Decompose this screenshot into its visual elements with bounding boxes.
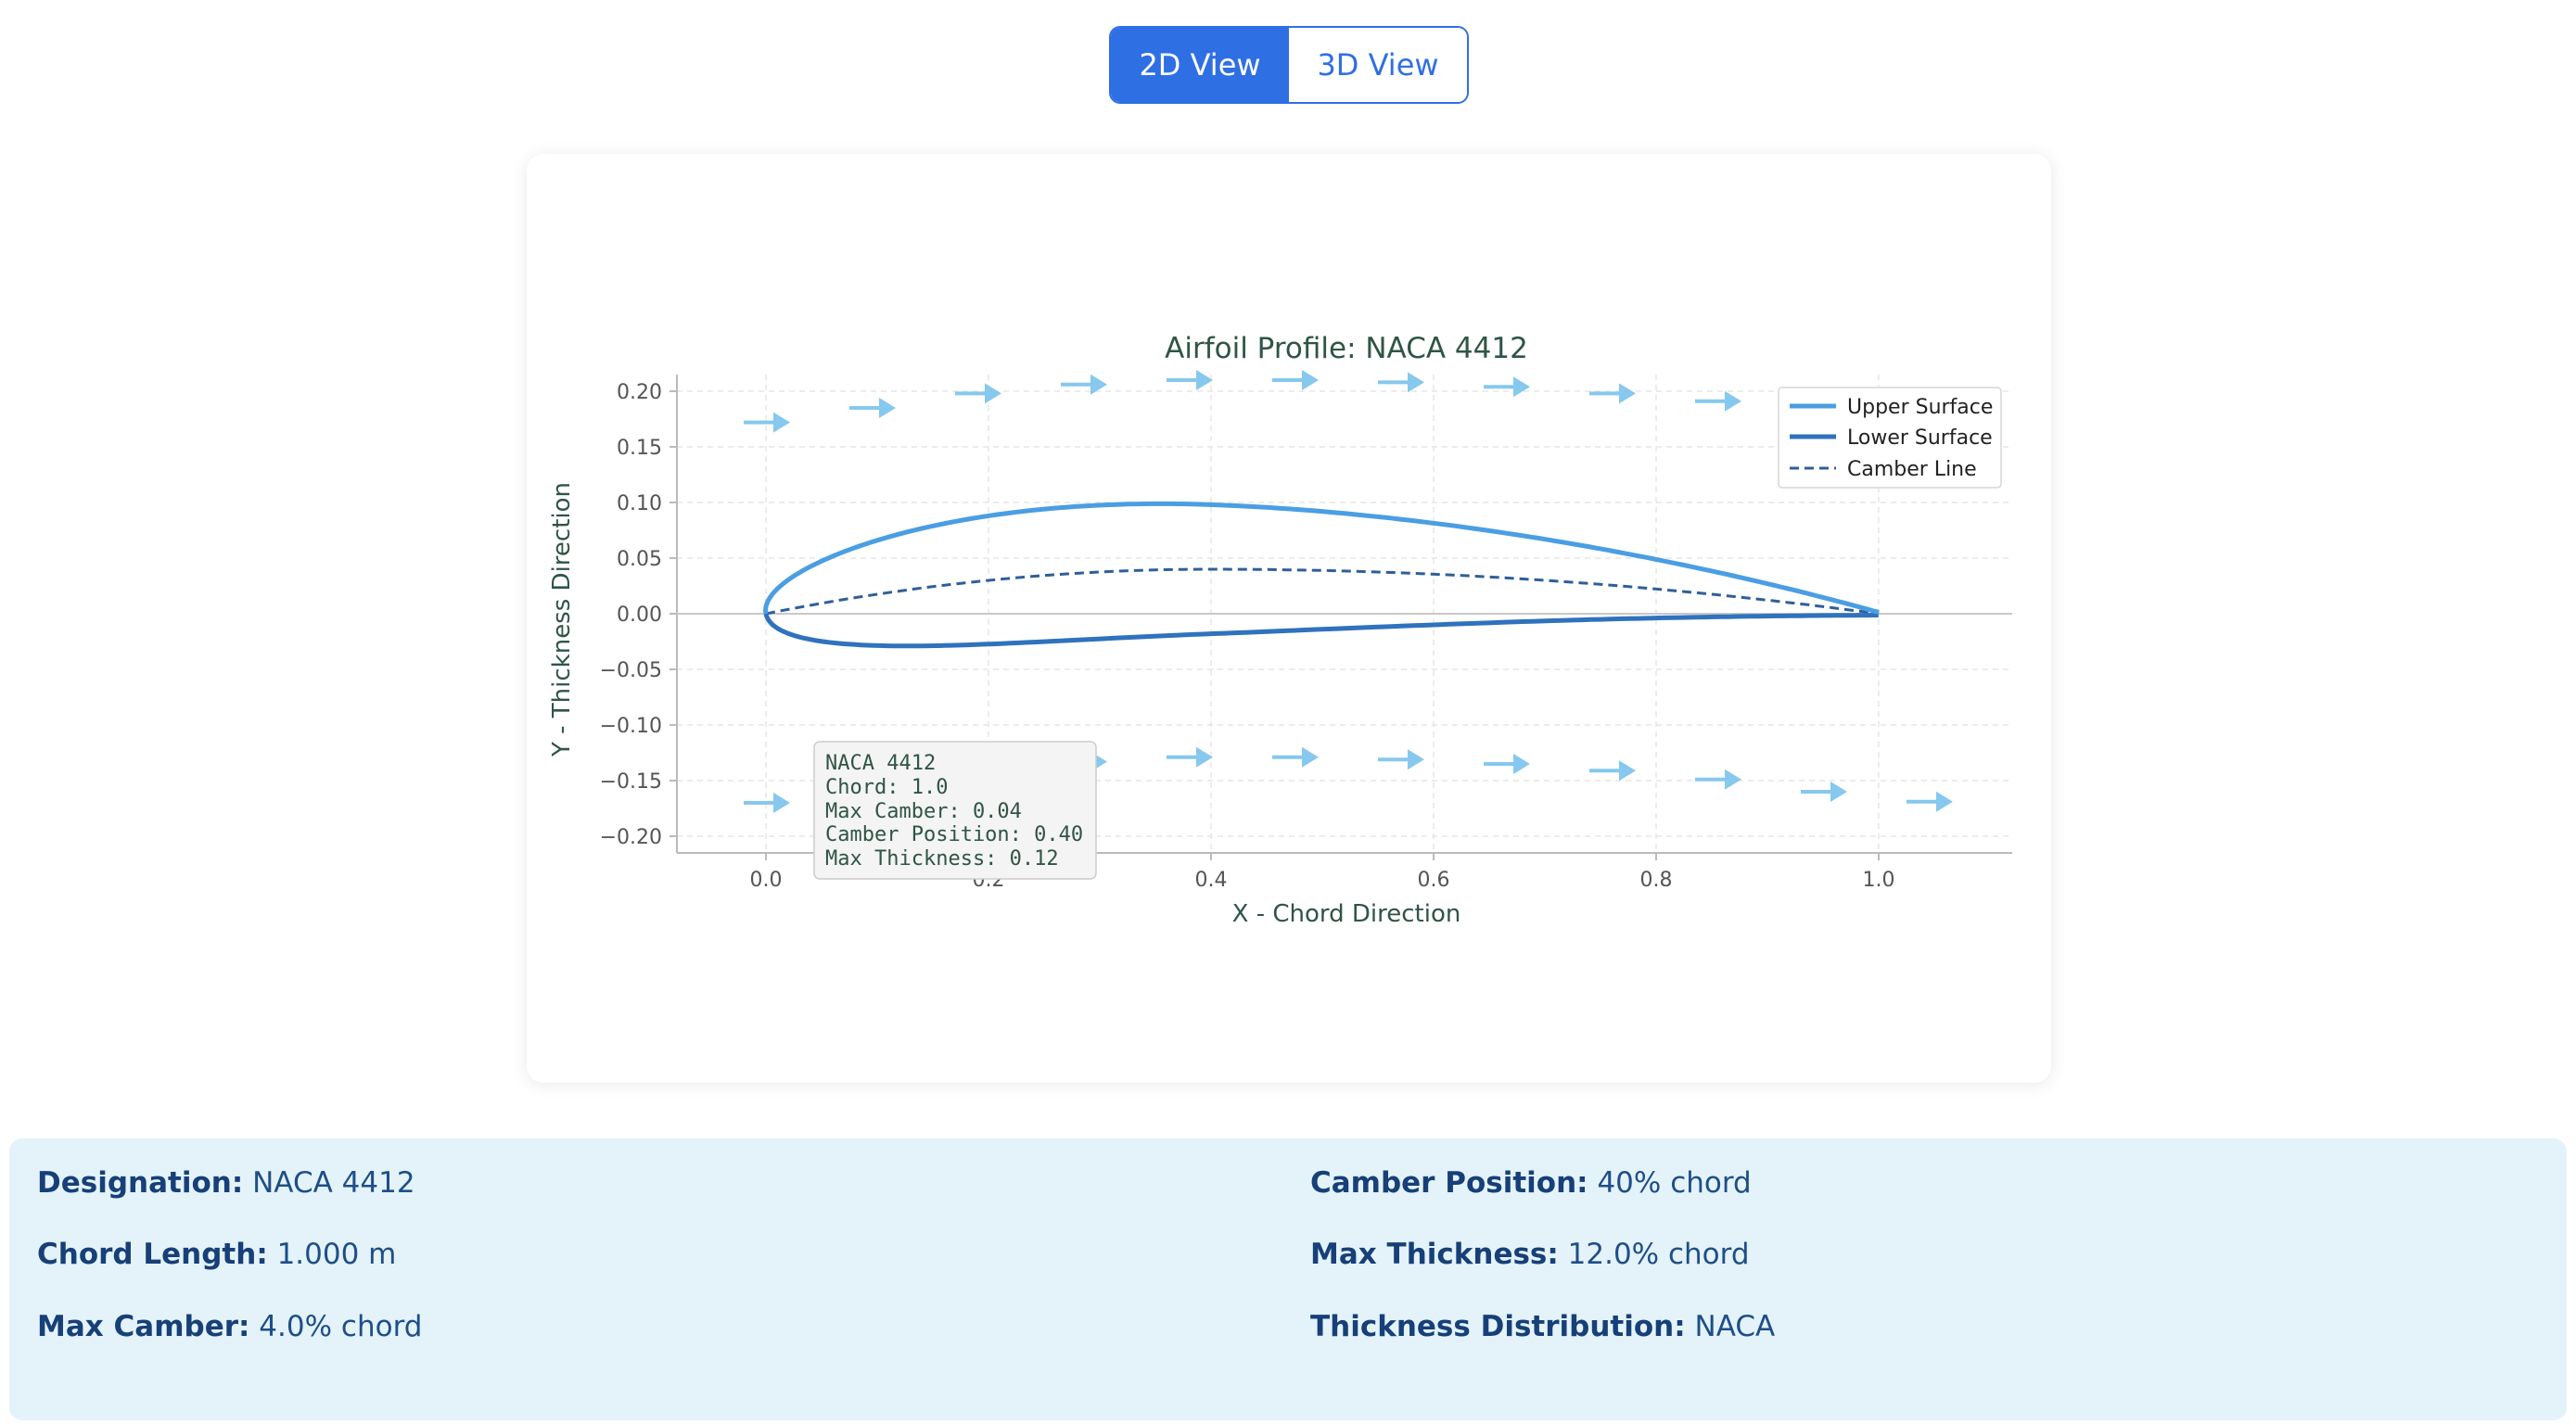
flow-arrow: [1906, 791, 1953, 812]
arrow-head: [1408, 372, 1424, 393]
flow-arrow: [1589, 383, 1636, 404]
max-thickness-label: Max Thickness:: [1310, 1238, 1559, 1271]
arrow-head: [1619, 383, 1636, 404]
camber-position-label: Camber Position:: [1310, 1166, 1588, 1200]
legend-label-upper: Upper Surface: [1847, 396, 1993, 419]
x-tick-label: 1.0: [1863, 869, 1895, 892]
y-tick-label: −0.20: [600, 826, 662, 849]
x-tick-label: 0.4: [1195, 869, 1228, 892]
chord-length-label: Chord Length:: [37, 1238, 268, 1271]
flow-arrow: [1484, 376, 1530, 398]
max-thickness-row: Max Thickness: 12.0% chord: [1310, 1238, 1750, 1271]
airfoil-properties-panel: Designation: NACA 4412 Chord Length: 1.0…: [9, 1138, 2567, 1420]
tick-labels: 0.0 0.2 0.4 0.6 0.8 1.00.200.150.100.050.00−0…: [600, 381, 1895, 892]
arrow-head: [1196, 370, 1213, 390]
flow-arrow: [1589, 760, 1636, 782]
flow-arrow: [744, 412, 790, 433]
chart-title: Airfoil Profile: NACA 4412: [1165, 332, 1528, 365]
thickness-distribution-label: Thickness Distribution:: [1310, 1310, 1686, 1343]
info-line: Max Thickness: 0.12: [825, 847, 1059, 871]
max-camber-value: 4.0% chord: [259, 1310, 423, 1343]
chord-length-row: Chord Length: 1.000 m: [37, 1238, 396, 1271]
arrow-head: [879, 398, 896, 418]
arrow-head: [1302, 746, 1319, 768]
x-tick-label: 0.8: [1640, 869, 1673, 892]
flow-arrow: [1378, 372, 1424, 393]
legend: Upper Surface Lower Surface Camber Line: [1778, 387, 2002, 489]
flow-arrow: [955, 383, 1001, 404]
y-tick-label: −0.10: [600, 715, 662, 738]
legend-label-lower: Lower Surface: [1847, 426, 1993, 450]
y-tick-label: −0.15: [600, 770, 662, 794]
view-toggle: 2D View 3D View: [1109, 26, 1469, 104]
y-axis-label: Y - Thickness Direction: [548, 482, 576, 757]
arrow-head: [1090, 374, 1107, 395]
info-box: NACA 4412 Chord: 1.0 Max Camber: 0.04 Ca…: [813, 741, 1097, 880]
max-camber-label: Max Camber:: [37, 1310, 250, 1343]
info-line: Camber Position: 0.40: [825, 823, 1083, 846]
y-tick-label: 0.00: [617, 604, 662, 627]
thickness-distribution-value: NACA: [1694, 1310, 1776, 1343]
flow-arrow: [1801, 782, 1847, 802]
camber-line: [765, 567, 1880, 616]
arrow-head: [1725, 390, 1741, 412]
y-tick-label: 0.10: [617, 492, 662, 515]
info-line: Chord: 1.0: [825, 776, 948, 799]
arrow-head: [1302, 370, 1319, 390]
flow-arrow: [1378, 749, 1424, 770]
arrow-head: [1619, 760, 1636, 782]
flow-arrow: [1061, 374, 1107, 395]
arrow-head: [1513, 376, 1530, 398]
flow-arrow: [1484, 754, 1530, 774]
flow-arrow: [744, 793, 790, 813]
arrow-head: [1513, 754, 1530, 774]
thickness-distribution-row: Thickness Distribution: NACA: [1310, 1310, 1775, 1343]
flow-arrow: [1695, 390, 1741, 412]
x-tick-label: 0.0: [750, 869, 783, 892]
arrow-head: [773, 793, 790, 813]
y-tick-label: 0.15: [617, 437, 662, 460]
designation-label: Designation:: [37, 1166, 244, 1200]
arrow-head: [1725, 769, 1741, 790]
arrow-head: [1830, 782, 1847, 802]
designation-row: Designation: NACA 4412: [37, 1166, 415, 1200]
arrow-head: [1936, 791, 1953, 812]
flow-arrow: [1272, 746, 1319, 768]
x-tick-label: 0.6: [1418, 869, 1450, 892]
arrow-head: [1408, 749, 1424, 770]
max-camber-row: Max Camber: 4.0% chord: [37, 1310, 422, 1343]
chord-length-value: 1.000 m: [276, 1238, 397, 1271]
info-line: NACA 4412: [825, 752, 936, 775]
airfoil-chart: 0.0 0.2 0.4 0.6 0.8 1.00.200.150.100.050.00−0…: [548, 332, 2012, 928]
legend-label-camber: Camber Line: [1847, 458, 1977, 481]
view-3d-button[interactable]: 3D View: [1289, 28, 1467, 102]
x-axis-label: X - Chord Direction: [1232, 900, 1461, 928]
info-line: Max Camber: 0.04: [825, 800, 1022, 823]
y-tick-label: 0.05: [617, 548, 662, 571]
view-2d-button[interactable]: 2D View: [1111, 28, 1289, 102]
arrow-head: [1196, 746, 1213, 768]
lower-surface-line: [763, 613, 1881, 649]
y-tick-label: 0.20: [617, 381, 662, 404]
flow-arrow: [1695, 769, 1741, 790]
camber-position-row: Camber Position: 40% chord: [1310, 1166, 1752, 1200]
plot-card: 0.0 0.2 0.4 0.6 0.8 1.0 0.20 0.15 0.10 0.05 0.00 −0…: [527, 154, 2051, 1083]
flow-arrow: [1272, 370, 1319, 390]
arrow-head: [985, 383, 1001, 404]
flow-arrow: [1167, 370, 1213, 390]
flow-arrow: [1167, 746, 1213, 768]
flow-arrow: [849, 398, 896, 418]
max-thickness-value: 12.0% chord: [1567, 1238, 1750, 1271]
y-tick-label: −0.05: [600, 659, 662, 682]
airfoil-curves: [763, 501, 1881, 649]
camber-position-value: 40% chord: [1597, 1166, 1752, 1200]
designation-value: NACA 4412: [252, 1166, 415, 1200]
upper-surface-line: [763, 501, 1881, 615]
arrow-head: [773, 412, 790, 433]
